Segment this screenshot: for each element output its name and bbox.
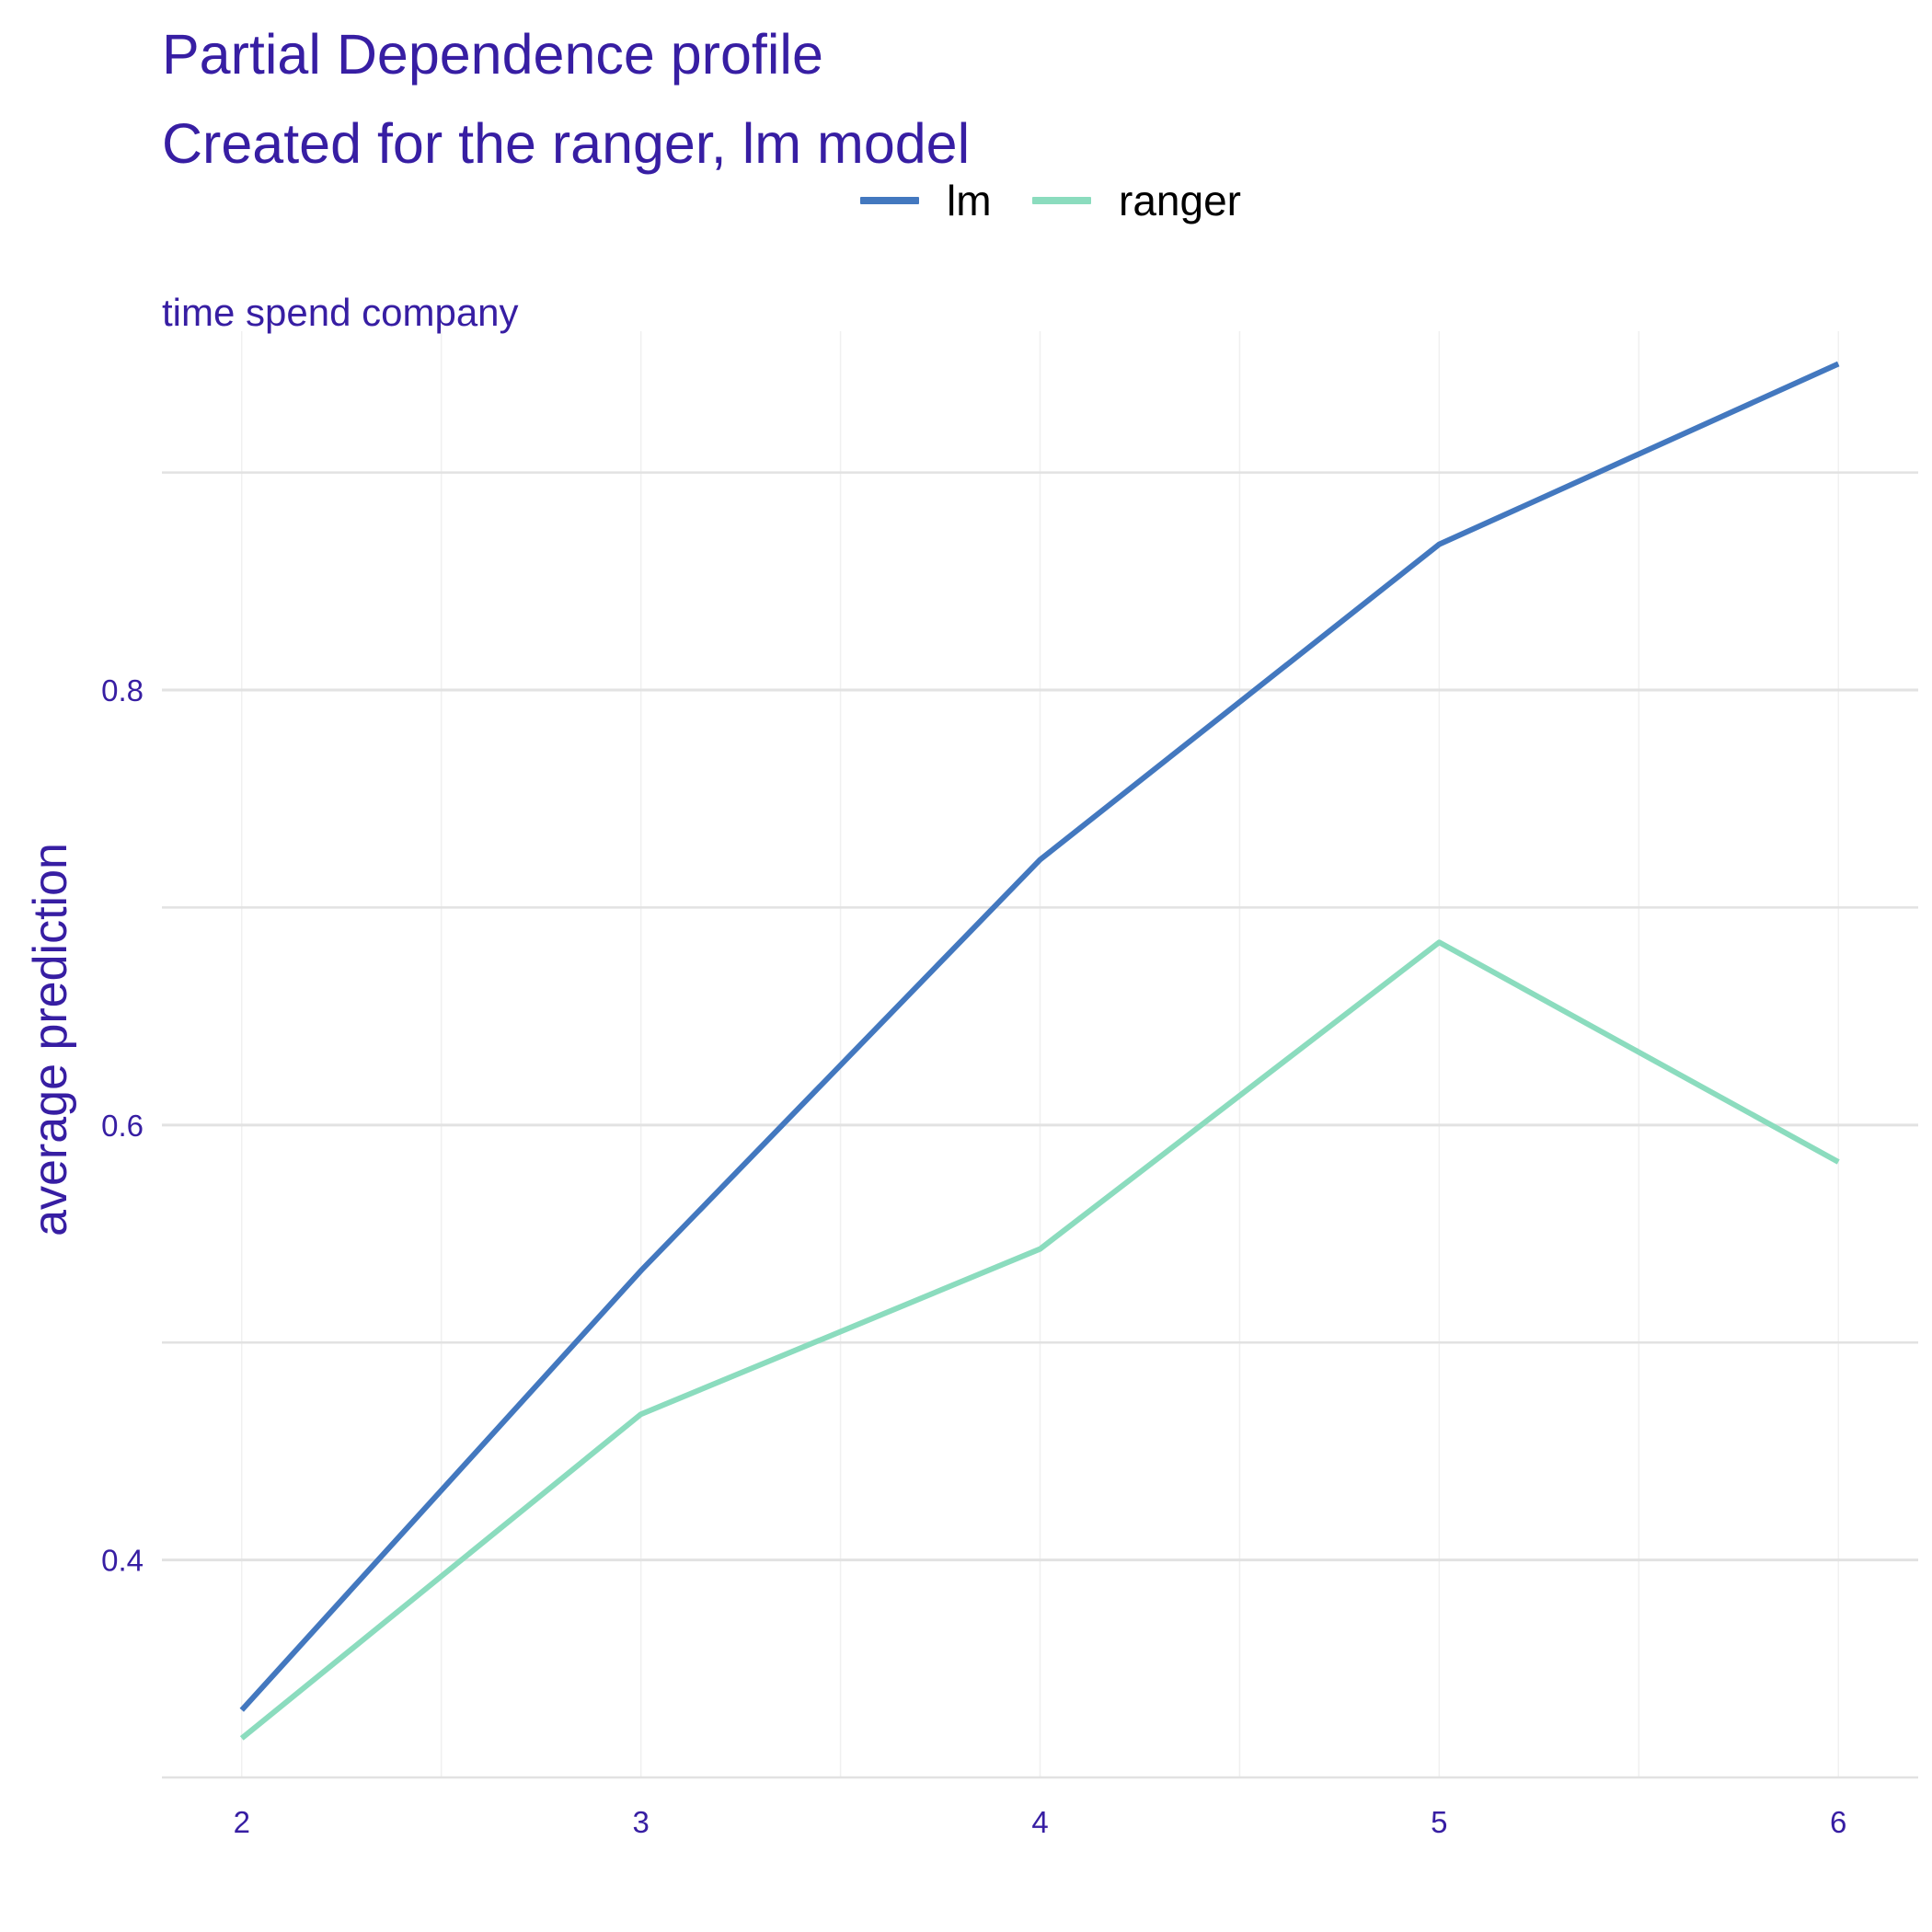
x-tick-label: 5 [1431,1805,1447,1839]
y-tick-label: 0.8 [101,673,144,707]
legend-label-lm: lm [947,177,992,224]
y-axis-title: average prediction [24,843,77,1236]
legend-label-ranger: ranger [1119,177,1241,224]
x-tick-label: 4 [1031,1805,1048,1839]
legend-swatch-ranger [1032,197,1091,204]
series-line-ranger [239,939,1840,1741]
x-tick-label: 3 [632,1805,649,1839]
x-axis-ticks: 2 3 4 5 6 [234,1805,1847,1839]
legend-item-ranger: ranger [1032,173,1241,228]
legend-item-lm: lm [860,173,992,228]
chart-subtitle: Created for the ranger, lm model [162,112,971,175]
chart-title: Partial Dependence profile [162,23,823,86]
x-tick-label: 2 [234,1805,250,1839]
series-line-lm [239,361,1840,1712]
y-tick-label: 0.6 [101,1109,144,1143]
series-lines [239,361,1840,1741]
x-tick-label: 6 [1830,1805,1846,1839]
y-tick-label: 0.4 [101,1544,144,1578]
legend: lm ranger [0,173,1932,228]
grid [162,331,1918,1779]
legend-swatch-lm [860,197,919,204]
facet-label: time spend company [162,291,519,334]
y-axis-ticks: 0.4 0.6 0.8 [101,673,144,1578]
